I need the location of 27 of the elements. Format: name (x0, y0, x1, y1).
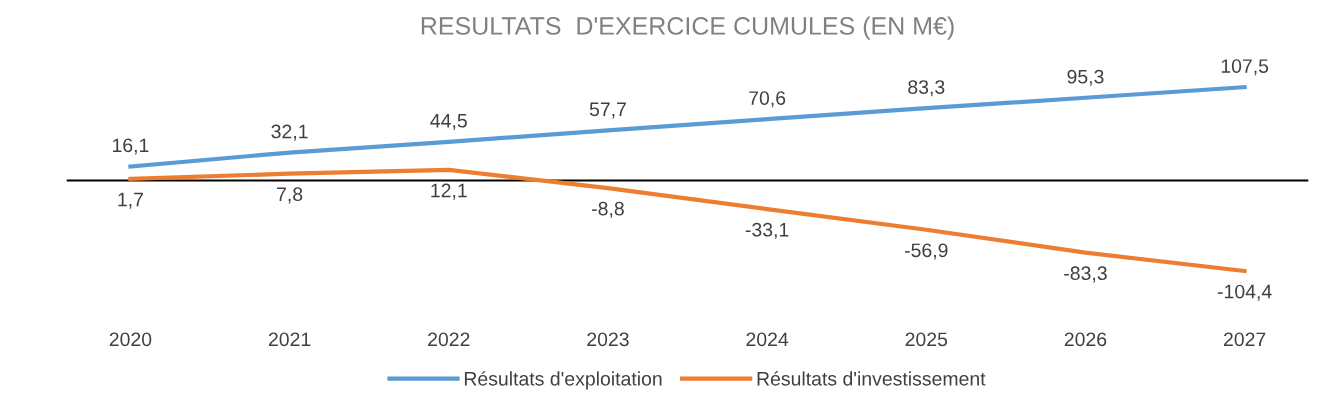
data-label: 57,7 (589, 102, 626, 119)
legend-label: Résultats d'exploitation (464, 371, 662, 390)
x-tick-label: 2024 (746, 332, 789, 347)
x-tick-label: 2020 (109, 332, 152, 347)
x-tick-label: 2025 (905, 332, 948, 347)
data-label: 12,1 (431, 183, 467, 200)
data-label: -56,9 (904, 243, 948, 260)
chart-title: RESULTATS D'EXERCICE CUMULES (EN M€) (421, 16, 954, 40)
x-tick-label: 2027 (1223, 332, 1266, 347)
data-label: -104,4 (1217, 284, 1272, 301)
data-label: 70,6 (749, 91, 786, 108)
x-tick-label: 2023 (587, 332, 629, 347)
data-label: 44,5 (430, 114, 467, 130)
data-label: 32,1 (271, 124, 308, 141)
x-tick-label: 2026 (1064, 332, 1107, 347)
data-label: 1,7 (118, 192, 143, 209)
data-label: 107,5 (1221, 59, 1269, 76)
data-label: 95,3 (1067, 69, 1104, 86)
data-label: 83,3 (908, 80, 945, 97)
x-tick-label: 2022 (428, 332, 470, 347)
legend-label: Résultats d'investissement (757, 371, 986, 386)
x-tick-label: 2021 (268, 332, 311, 347)
data-label: -8,8 (592, 201, 624, 218)
data-label: -33,1 (745, 222, 789, 239)
data-label: 16,1 (112, 138, 149, 155)
data-label: 7,8 (277, 187, 303, 204)
data-label: -83,3 (1064, 266, 1107, 283)
